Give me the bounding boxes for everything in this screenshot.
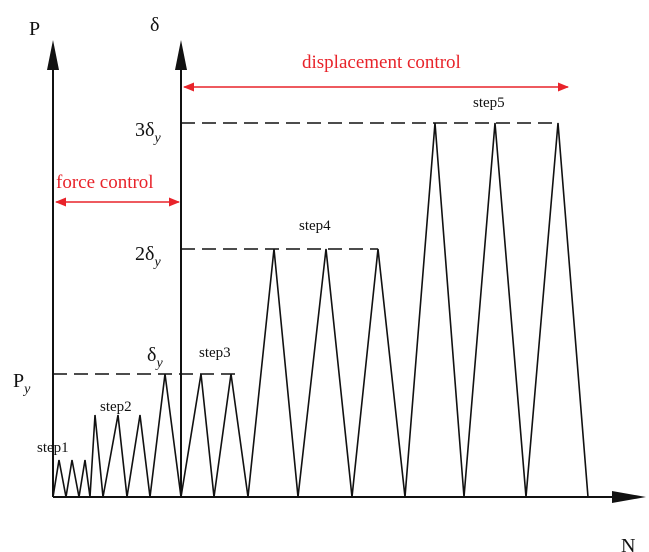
n-axis-arrow-icon [612, 491, 646, 503]
dy3-label: 3δy [135, 119, 161, 146]
delta-axis-arrow-icon [175, 40, 187, 70]
loading-waveform [52, 122, 589, 498]
step4-label: step4 [299, 218, 331, 234]
dy-label: δy [147, 344, 163, 371]
dy2-label: 2δy [135, 243, 161, 270]
displacement-control-label: displacement control [302, 52, 461, 73]
step2-label: step2 [100, 399, 132, 415]
p-axis-label: P [29, 18, 40, 40]
step1-label: step1 [37, 440, 69, 456]
py-label: Py [13, 370, 31, 397]
n-axis-label: N [621, 535, 635, 552]
p-axis-arrow-icon [47, 40, 59, 70]
delta-axis-label: δ [150, 14, 159, 36]
step3-label: step3 [199, 345, 231, 361]
force-control-label: force control [56, 172, 154, 193]
step5-label: step5 [473, 95, 505, 111]
